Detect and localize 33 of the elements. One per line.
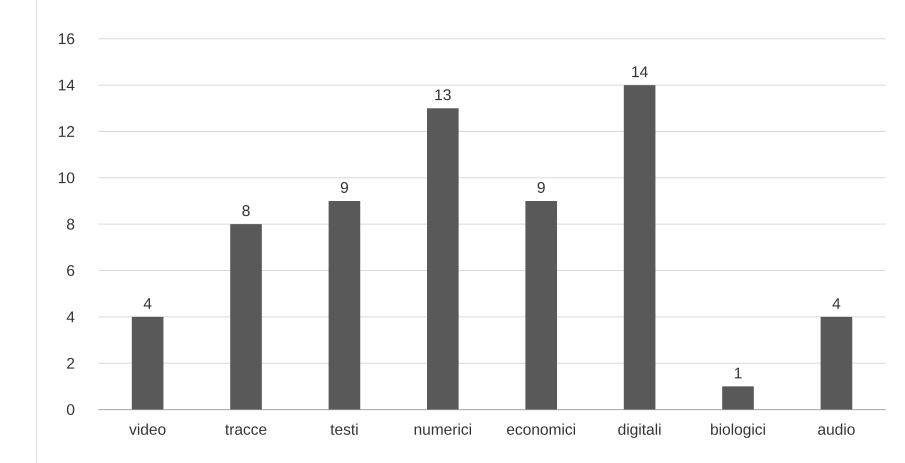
y-tick-label: 6: [67, 265, 74, 276]
y-tick-label: 14: [58, 80, 74, 90]
data-label: 9: [340, 182, 348, 194]
x-tick-label: digitali: [618, 424, 661, 438]
bar: [427, 108, 459, 410]
bar: [820, 316, 852, 410]
bar: [132, 316, 164, 410]
bar: [722, 386, 754, 410]
x-tick-label: audio: [818, 424, 855, 435]
bar: [230, 224, 262, 410]
x-tick-label: numerici: [414, 424, 472, 435]
y-tick-label: 10: [58, 172, 74, 184]
bar: [328, 201, 360, 410]
data-label: 4: [832, 298, 840, 309]
data-label: 8: [242, 205, 250, 216]
data-label: 1: [734, 368, 742, 378]
x-tick-label: tracce: [225, 424, 266, 435]
data-label: 4: [144, 298, 152, 309]
x-tick-label: video: [129, 424, 166, 435]
y-tick-label: 2: [67, 358, 74, 369]
bar: [624, 85, 656, 410]
bar: [525, 201, 558, 410]
x-tick-label: testi: [330, 424, 358, 435]
y-tick-label: 4: [66, 312, 74, 322]
x-tick-label: economici: [506, 424, 576, 435]
x-tick-label: biologici: [711, 424, 765, 438]
data-label: 13: [435, 89, 451, 100]
data-label: 9: [538, 182, 545, 194]
y-tick-label: 8: [66, 218, 74, 230]
y-tick-label: 16: [58, 33, 74, 44]
y-tick-label: 0: [66, 404, 74, 416]
y-tick-label: 12: [58, 126, 74, 137]
data-label: 14: [632, 66, 648, 78]
